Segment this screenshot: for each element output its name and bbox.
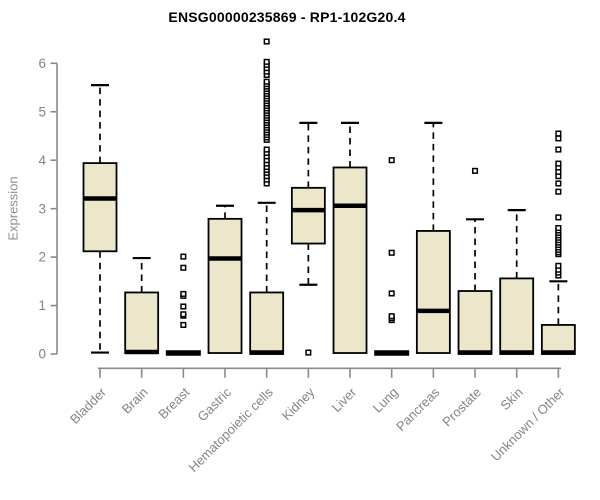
x-tick-label: Liver (329, 384, 360, 415)
x-tick-label: Breast (155, 384, 192, 421)
outlier-lung (388, 157, 395, 164)
outlier-unknown-other (555, 224, 562, 232)
outlier-unknown-other (555, 160, 562, 167)
box-gastric (207, 217, 243, 354)
box-brain (124, 291, 160, 354)
box-bladder (82, 162, 118, 253)
x-tick-label: Gastric (194, 384, 234, 424)
outlier-prostate (471, 167, 479, 174)
outlier-unknown-other (555, 188, 562, 195)
outlier-breast (180, 290, 187, 297)
outlier-lung (388, 313, 395, 320)
outlier-unknown-other (555, 214, 562, 221)
x-tick-label: Skin (497, 385, 525, 413)
x-tick-label: Kidney (279, 384, 318, 423)
outlier-hematopoietic-cells (263, 58, 270, 65)
outlier-unknown-other (555, 262, 562, 269)
box-skin (499, 277, 535, 355)
outlier-hematopoietic-cells (263, 78, 270, 85)
outlier-breast (180, 264, 187, 271)
x-tick-label: Lung (370, 385, 401, 416)
y-tick-label: 5 (38, 104, 46, 119)
outlier-unknown-other (555, 146, 562, 153)
box-liver (332, 166, 368, 354)
y-tick-label: 6 (38, 56, 46, 71)
y-tick-label: 0 (38, 347, 46, 362)
outlier-kidney (305, 349, 312, 356)
outlier-breast (180, 311, 187, 318)
x-tick-label: Unknown / Other (488, 384, 568, 464)
y-tick-label: 3 (38, 201, 46, 216)
y-tick-label: 1 (38, 298, 46, 313)
box-pancreas (415, 230, 451, 354)
x-tick-label: Prostate (439, 385, 484, 430)
outlier-breast (180, 253, 187, 260)
outlier-unknown-other (555, 135, 562, 142)
box-prostate (457, 290, 493, 355)
outlier-lung (388, 290, 395, 297)
outlier-hematopoietic-cells (263, 146, 270, 153)
y-axis-title: Expression (5, 176, 21, 241)
outlier-breast (180, 321, 187, 328)
chart-title: ENSG00000235869 - RP1-102G20.4 (168, 9, 406, 25)
box-kidney (290, 186, 326, 245)
y-tick-label: 4 (38, 153, 46, 168)
box-unknown-other (540, 324, 576, 355)
outlier-unknown-other (555, 180, 562, 187)
y-tick-label: 2 (38, 250, 46, 265)
outlier-unknown-other (555, 130, 562, 137)
outlier-lung (388, 249, 395, 256)
outlier-hematopoietic-cells (263, 38, 270, 45)
box-hematopoietic-cells (249, 291, 285, 355)
x-tick-label: Brain (119, 385, 151, 417)
x-tick-label: Pancreas (393, 384, 443, 434)
outlier-breast (180, 303, 187, 310)
x-tick-label: Bladder (67, 384, 110, 427)
